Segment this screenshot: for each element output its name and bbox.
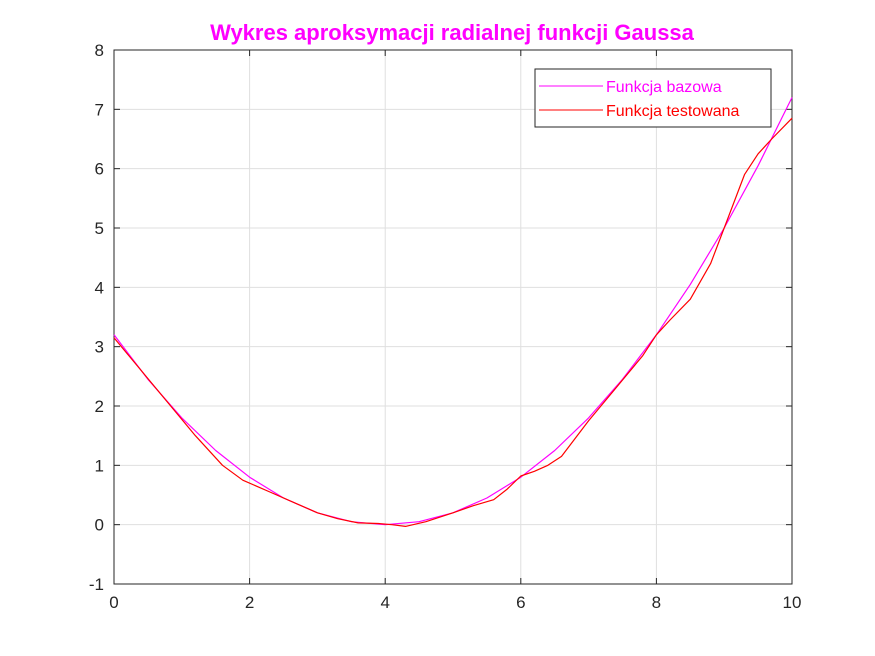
x-tick-label: 6 [516, 593, 525, 612]
legend-label-funkcja-bazowa: Funkcja bazowa [606, 79, 722, 96]
y-tick-label: 8 [95, 41, 104, 60]
x-tick-label: 10 [783, 593, 802, 612]
series-line-funkcja-bazowa [113, 97, 793, 526]
legend-label-funkcja-testowana: Funkcja testowana [606, 103, 740, 120]
y-tick-label: -1 [89, 575, 104, 594]
y-tick-label: 0 [95, 516, 104, 535]
x-tick-label: 2 [245, 593, 254, 612]
plot-area [113, 49, 793, 585]
x-tick-label: 8 [652, 593, 661, 612]
series-line-funkcja-testowana [113, 117, 793, 528]
y-tick-label: 1 [95, 456, 104, 475]
chart-title: Wykres aproksymacji radialnej funkcji Ga… [210, 20, 695, 45]
legend: Funkcja bazowa Funkcja testowana [534, 68, 772, 128]
x-tick-label: 4 [380, 593, 389, 612]
legend-box [534, 68, 772, 128]
y-tick-label: 6 [95, 160, 104, 179]
grid [113, 49, 793, 585]
y-tick-label: 7 [95, 100, 104, 119]
y-tick-label: 5 [95, 219, 104, 238]
axis-ticks: 0 2 4 6 8 10 -1 0 1 2 3 4 5 6 7 8 [89, 41, 802, 612]
y-tick-label: 2 [95, 397, 104, 416]
y-tick-label: 4 [95, 278, 104, 297]
series-layer [113, 97, 793, 528]
y-tick-label: 3 [95, 338, 104, 357]
x-tick-label: 0 [109, 593, 118, 612]
